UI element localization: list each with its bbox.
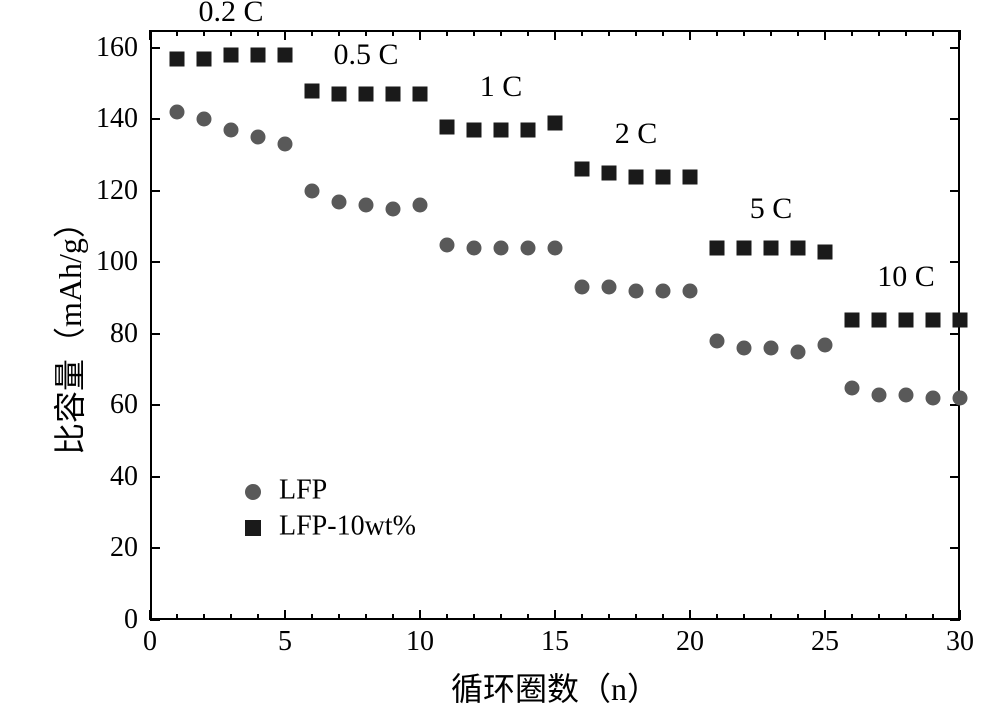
rate-label: 5 C (750, 192, 793, 226)
lfp10-point (953, 312, 968, 327)
x-tick-label: 0 (143, 626, 157, 658)
lfp10-point (440, 119, 455, 134)
lfp-point (764, 341, 779, 356)
y-tick-label: 60 (110, 389, 138, 421)
lfp-point (953, 391, 968, 406)
lfp10-point (926, 312, 941, 327)
lfp-point (359, 198, 374, 213)
lfp10-point (683, 169, 698, 184)
lfp10-point (494, 123, 509, 138)
y-tick-label: 0 (124, 604, 138, 636)
lfp10-point (764, 241, 779, 256)
y-tick-label: 40 (110, 461, 138, 493)
lfp-point (710, 334, 725, 349)
lfp-point (440, 237, 455, 252)
legend-label: LFP-10wt% (279, 510, 416, 542)
lfp10-point (737, 241, 752, 256)
legend-label: LFP (279, 474, 327, 506)
rate-capability-chart: 比容量（mAh/g） 循环圈数（n） 0 5 10 15 20 25 30 0 20 40 60 80… (0, 0, 1000, 720)
lfp-point (872, 387, 887, 402)
lfp10-point (359, 87, 374, 102)
rate-label: 0.2 C (198, 0, 263, 29)
lfp-point (683, 284, 698, 299)
y-tick-label: 20 (110, 532, 138, 564)
x-tick-label: 25 (811, 626, 839, 658)
lfp10-point (548, 115, 563, 130)
x-axis-label: 循环圈数（n） (451, 664, 659, 710)
lfp10-point (251, 48, 266, 63)
lfp-point (386, 201, 401, 216)
lfp10-point (656, 169, 671, 184)
legend-marker-lfp10 (245, 520, 261, 536)
lfp-point (602, 280, 617, 295)
lfp10-point (602, 166, 617, 181)
lfp-point (548, 241, 563, 256)
lfp-point (224, 123, 239, 138)
x-tick-label: 30 (946, 626, 974, 658)
legend-marker-lfp (245, 484, 261, 500)
lfp10-point (386, 87, 401, 102)
x-tick-label: 5 (278, 626, 292, 658)
lfp-point (521, 241, 536, 256)
lfp-point (332, 194, 347, 209)
lfp10-point (224, 48, 239, 63)
rate-label: 1 C (480, 70, 523, 104)
lfp10-point (197, 51, 212, 66)
lfp10-point (872, 312, 887, 327)
lfp10-point (467, 123, 482, 138)
y-axis-label: 比容量（mAh/g） (45, 206, 91, 455)
x-tick-label: 10 (406, 626, 434, 658)
lfp-point (413, 198, 428, 213)
lfp-point (170, 105, 185, 120)
lfp10-point (332, 87, 347, 102)
y-tick-label: 80 (110, 318, 138, 350)
lfp-point (494, 241, 509, 256)
lfp10-point (305, 83, 320, 98)
lfp-point (818, 337, 833, 352)
lfp-point (899, 387, 914, 402)
lfp-point (737, 341, 752, 356)
lfp-point (845, 380, 860, 395)
y-tick-label: 140 (96, 103, 138, 135)
lfp10-point (845, 312, 860, 327)
lfp-point (251, 130, 266, 145)
lfp10-point (413, 87, 428, 102)
lfp10-point (278, 48, 293, 63)
lfp-point (926, 391, 941, 406)
lfp-point (197, 112, 212, 127)
lfp10-point (629, 169, 644, 184)
lfp10-point (791, 241, 806, 256)
y-tick-label: 120 (96, 175, 138, 207)
y-tick-label: 160 (96, 32, 138, 64)
lfp10-point (710, 241, 725, 256)
lfp-point (575, 280, 590, 295)
rate-label: 0.5 C (333, 38, 398, 72)
y-tick-label: 100 (96, 246, 138, 278)
lfp10-point (170, 51, 185, 66)
lfp10-point (818, 244, 833, 259)
lfp10-point (521, 123, 536, 138)
lfp-point (278, 137, 293, 152)
lfp-point (305, 183, 320, 198)
lfp10-point (899, 312, 914, 327)
lfp-point (629, 284, 644, 299)
x-tick-label: 20 (676, 626, 704, 658)
lfp-point (656, 284, 671, 299)
lfp-point (467, 241, 482, 256)
lfp-point (791, 344, 806, 359)
lfp10-point (575, 162, 590, 177)
x-tick-label: 15 (541, 626, 569, 658)
rate-label: 10 C (877, 260, 935, 294)
rate-label: 2 C (615, 117, 658, 151)
